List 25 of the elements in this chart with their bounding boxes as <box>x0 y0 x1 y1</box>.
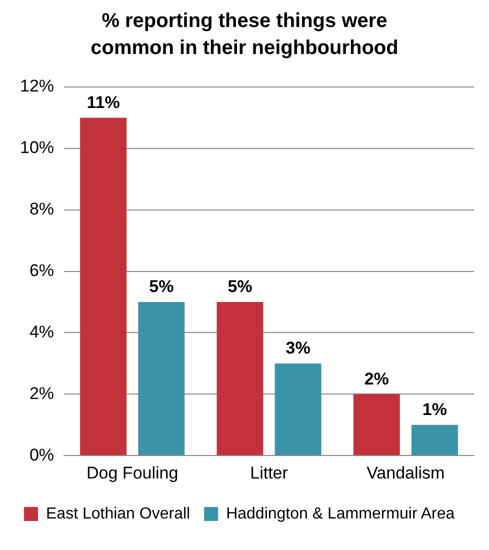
bar <box>411 424 458 456</box>
x-tick-label: Dog Fouling <box>86 463 178 482</box>
y-tick-label: 10% <box>20 138 54 158</box>
y-tick-label: 12% <box>20 76 54 96</box>
y-tick-label: 4% <box>29 322 54 342</box>
data-label: 1% <box>422 400 447 420</box>
bar <box>353 394 400 456</box>
legend-label: Haddington & Lammermuir Area <box>226 505 455 522</box>
y-tick-label: 0% <box>29 445 54 464</box>
x-tick-label: Litter <box>250 463 288 482</box>
bar <box>216 302 264 456</box>
y-tick-label: 2% <box>29 384 54 403</box>
bar <box>138 302 185 456</box>
data-label: 11% <box>86 92 120 112</box>
bar <box>274 363 322 456</box>
data-label: 5% <box>149 277 174 296</box>
y-tick-label: 8% <box>29 200 54 219</box>
data-label: 2% <box>364 369 389 388</box>
legend-label: East Lothian Overall <box>46 505 190 522</box>
chart-title: % reporting these things were common in their neighbourhood <box>90 9 400 61</box>
bar <box>80 118 127 456</box>
x-tick-label: Vandalism <box>366 463 445 482</box>
y-tick-label: 6% <box>29 260 54 280</box>
data-label: 3% <box>286 338 310 358</box>
data-label: 5% <box>228 277 252 296</box>
